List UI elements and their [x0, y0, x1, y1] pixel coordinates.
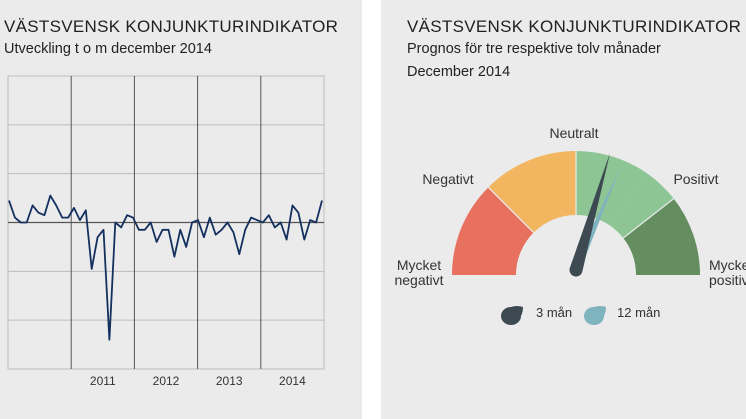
x-tick-label: 2013 [216, 374, 243, 388]
gauge-date: December 2014 [407, 64, 511, 80]
legend-marker-3-man [501, 306, 523, 325]
gauge-separator [487, 186, 534, 233]
line-chart: 2011 2012 2013 2014 [7, 75, 325, 388]
chart-title: VÄSTSVENSK KONJUNKTURINDIKATOR [4, 17, 339, 36]
gauge-label-neutral: Neutralt [549, 125, 598, 141]
x-tick-label: 2012 [153, 374, 180, 388]
gauge-label-very-negative: negativt [394, 272, 443, 288]
legend-label-12-man: 12 mån [617, 305, 660, 320]
gauge-segment [488, 151, 576, 233]
gauge-separator [622, 198, 675, 239]
legend-label-3-man: 3 mån [536, 305, 572, 320]
needle-3-man [569, 152, 611, 277]
line-chart-panel: VÄSTSVENSK KONJUNKTURINDIKATOR Utvecklin… [0, 0, 362, 419]
gauge-label-very-positive: Mycket [709, 257, 746, 273]
gauge-panel: VÄSTSVENSK KONJUNKTURINDIKATOR Prognos f… [381, 0, 746, 419]
gauge-segment [623, 198, 700, 275]
gauge-label-negative: Negativt [422, 171, 473, 187]
gauge-segment [610, 173, 674, 239]
gauge-label-very-positive: positivt [709, 272, 746, 288]
chart-subtitle: Utveckling t o m december 2014 [4, 41, 212, 57]
x-tick-label: 2014 [279, 374, 306, 388]
gauge-segment [452, 187, 534, 275]
gauge-title: VÄSTSVENSK KONJUNKTURINDIKATOR [407, 17, 742, 36]
gauge-subtitle: Prognos för tre respektive tolv månader [407, 41, 661, 57]
gauge-label-very-negative: Mycket [397, 257, 441, 273]
gauge-label-positive: Positivt [673, 171, 718, 187]
x-tick-label: 2011 [90, 374, 116, 388]
legend-marker-12-man [584, 306, 606, 325]
series-line [8, 194, 323, 341]
